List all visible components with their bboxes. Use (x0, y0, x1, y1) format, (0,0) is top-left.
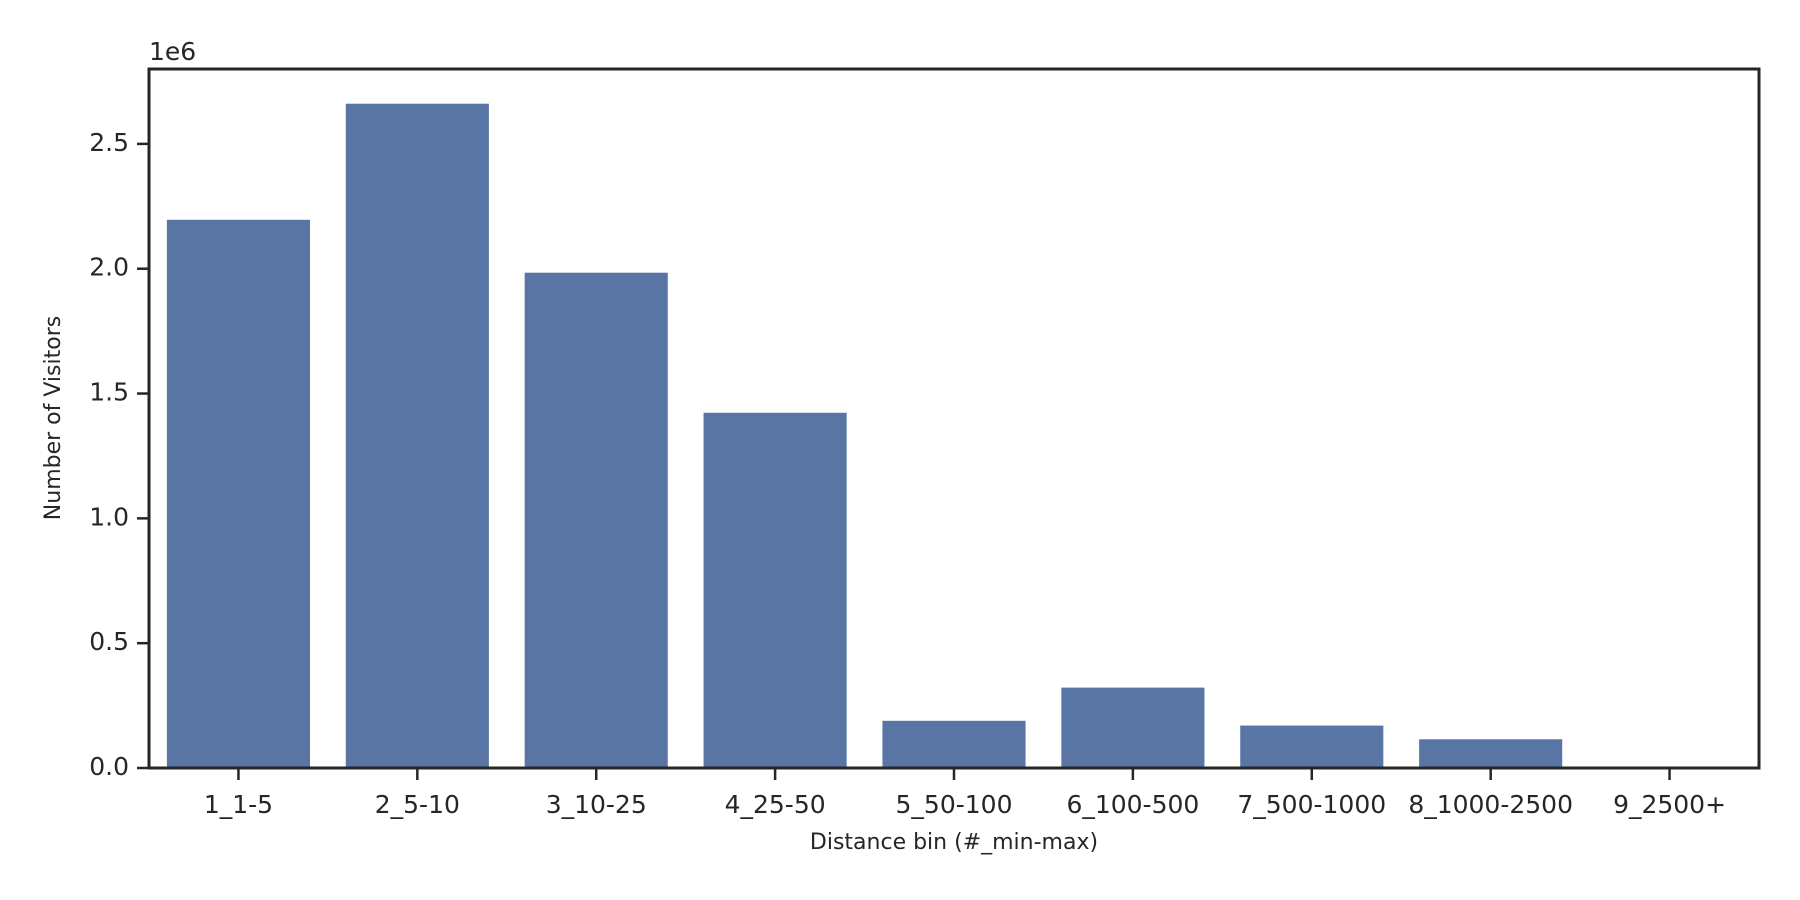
bar (524, 272, 668, 768)
plot-frame (147, 67, 1761, 770)
y-tick-label: 0.0 (89, 752, 129, 781)
bar (166, 219, 310, 768)
x-tick-label: 1_1-5 (204, 790, 273, 819)
x-tick-label: 2_5-10 (375, 790, 460, 819)
x-tick-label: 9_2500+ (1613, 790, 1726, 819)
bar (345, 103, 489, 768)
y-offset-label: 1e6 (149, 37, 196, 66)
y-axis-title: Number of Visitors (41, 316, 66, 520)
bar (1240, 725, 1384, 768)
x-tick-label: 7_500-1000 (1237, 790, 1386, 819)
x-tick-label: 3_10-25 (546, 790, 647, 819)
x-axis-title: Distance bin (#_min-max) (810, 830, 1098, 855)
bar (1419, 739, 1563, 768)
bar (703, 412, 847, 768)
y-tick-label: 0.5 (89, 627, 129, 656)
y-tick-label: 1.5 (89, 378, 129, 407)
x-tick-label: 6_100-500 (1066, 790, 1199, 819)
y-tick-label: 2.5 (89, 128, 129, 157)
bar (1061, 687, 1205, 768)
x-tick-label: 5_50-100 (896, 790, 1013, 819)
y-tick-label: 1.0 (89, 502, 129, 531)
x-tick-label: 8_1000-2500 (1408, 790, 1573, 819)
bar (882, 720, 1026, 768)
x-tick-label: 4_25-50 (725, 790, 826, 819)
y-tick-label: 2.0 (89, 253, 129, 282)
